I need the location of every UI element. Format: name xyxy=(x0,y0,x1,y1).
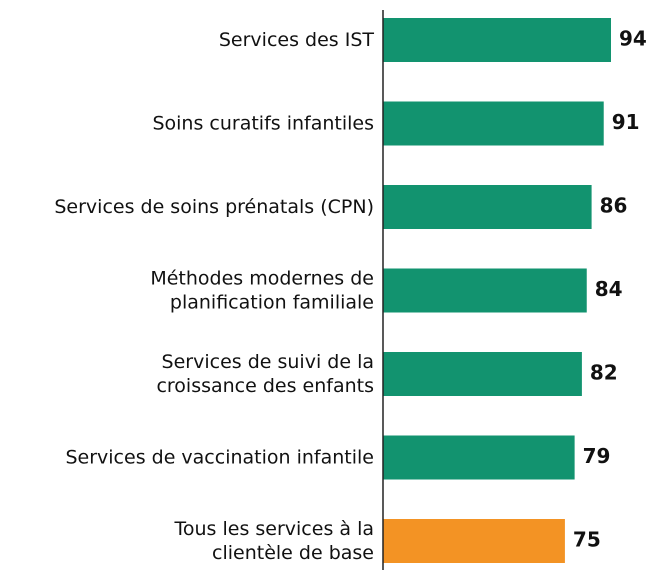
value-label: 75 xyxy=(573,528,601,552)
category-label: Tous les services à la clientèle de base xyxy=(174,518,375,564)
value-label: 91 xyxy=(612,110,640,134)
value-label: 86 xyxy=(600,194,628,218)
bar xyxy=(383,185,592,229)
category-label: Soins curatifs infantiles xyxy=(152,112,374,134)
value-label: 79 xyxy=(583,444,611,468)
category-label: Services de soins prénatals (CPN) xyxy=(54,196,374,218)
category-label: Services de vaccination infantile xyxy=(65,446,374,468)
value-label: 94 xyxy=(619,27,647,51)
bar xyxy=(383,435,575,480)
category-label: Services de suivi de la croissance des en… xyxy=(156,351,374,397)
value-label: 82 xyxy=(590,361,618,385)
bar xyxy=(383,18,611,62)
bar xyxy=(383,519,565,563)
category-label: Méthodes modernes de planification famili… xyxy=(150,267,374,313)
bar xyxy=(383,268,587,313)
category-label: Services des IST xyxy=(219,29,375,51)
bar xyxy=(383,101,604,146)
value-label: 84 xyxy=(595,277,623,301)
bar xyxy=(383,352,582,396)
